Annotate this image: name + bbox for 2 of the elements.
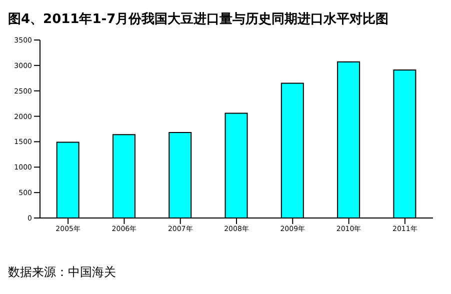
source-note: 数据来源：中国海关	[8, 264, 117, 281]
chart-title: 图4、2011年1-7月份我国大豆进口量与历史同期进口水平对比图	[8, 11, 390, 28]
